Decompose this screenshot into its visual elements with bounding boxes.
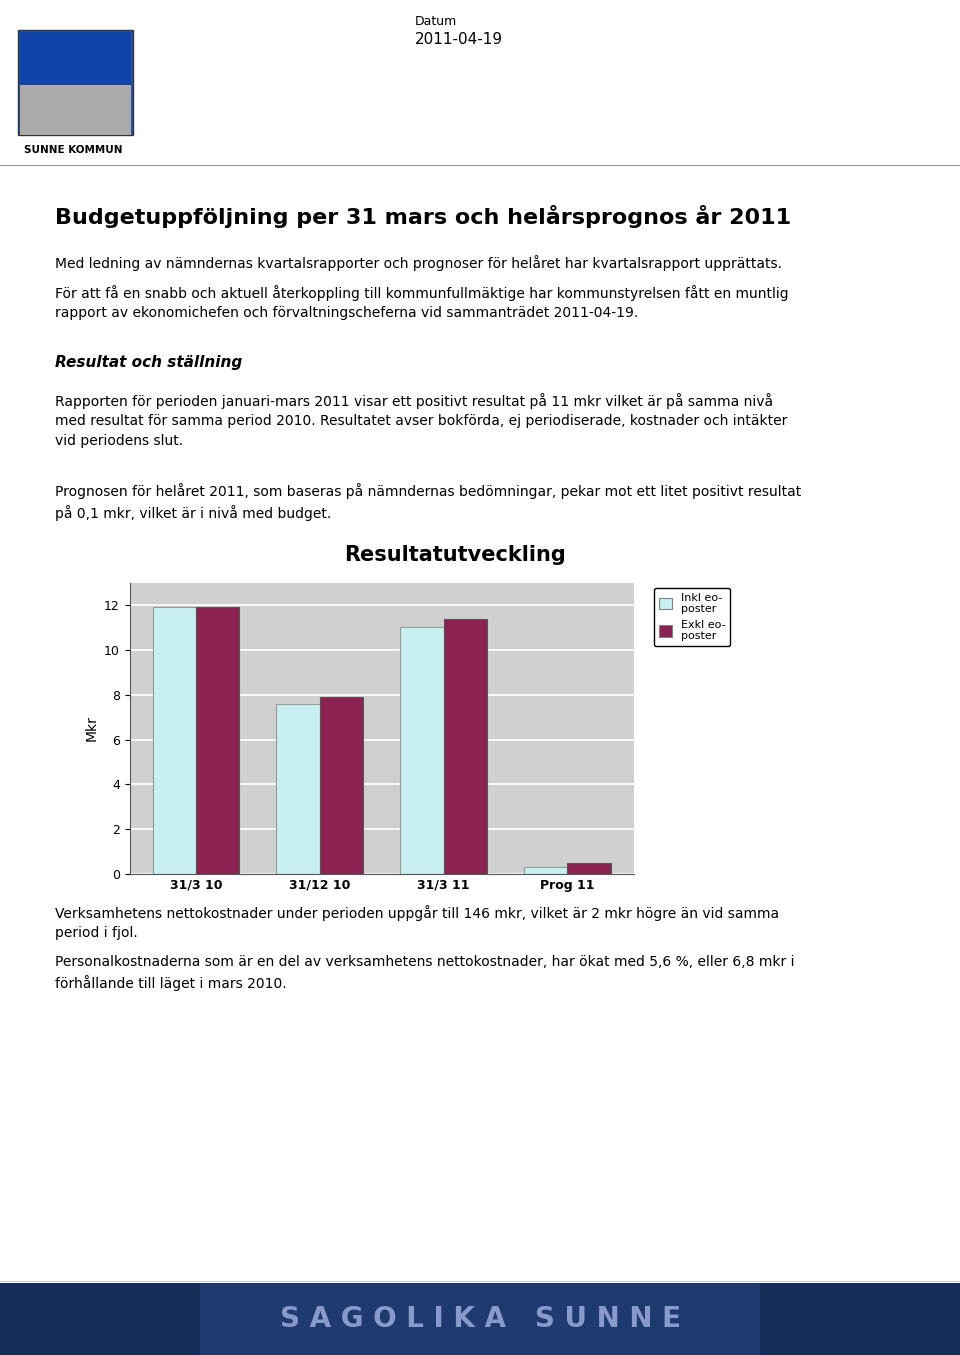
FancyBboxPatch shape bbox=[0, 1283, 960, 1355]
Text: Datum: Datum bbox=[415, 15, 457, 28]
Text: Prognosen för helåret 2011, som baseras på nämndernas bedömningar, pekar mot ett: Prognosen för helåret 2011, som baseras … bbox=[55, 482, 802, 522]
FancyBboxPatch shape bbox=[760, 1283, 960, 1355]
Bar bbox=[400, 627, 444, 874]
Text: Resultatutveckling: Resultatutveckling bbox=[344, 545, 565, 565]
Bar bbox=[153, 607, 196, 874]
Text: Budgetuppföljning per 31 mars och helårsprognos år 2011: Budgetuppföljning per 31 mars och helårs… bbox=[55, 205, 791, 228]
Text: Verksamhetens nettokostnader under perioden uppgår till 146 mkr, vilket är 2 mkr: Verksamhetens nettokostnader under perio… bbox=[55, 905, 780, 940]
FancyBboxPatch shape bbox=[20, 85, 131, 136]
Y-axis label: Mkr: Mkr bbox=[84, 715, 99, 741]
Text: Resultat och ställning: Resultat och ställning bbox=[55, 355, 242, 370]
Text: Personalkostnaderna som är en del av verksamhetens nettokostnader, har ökat med : Personalkostnaderna som är en del av ver… bbox=[55, 955, 795, 992]
Bar bbox=[196, 607, 239, 874]
FancyBboxPatch shape bbox=[20, 33, 131, 85]
FancyBboxPatch shape bbox=[0, 1283, 200, 1355]
Bar bbox=[276, 703, 320, 874]
Text: S A G O L I K A   S U N N E: S A G O L I K A S U N N E bbox=[279, 1305, 681, 1333]
Text: 2011-04-19: 2011-04-19 bbox=[415, 33, 503, 47]
Text: SUNNE KOMMUN: SUNNE KOMMUN bbox=[24, 145, 122, 154]
Legend: Inkl eo-
poster, Exkl eo-
poster: Inkl eo- poster, Exkl eo- poster bbox=[655, 588, 730, 646]
Bar bbox=[320, 696, 363, 874]
Bar bbox=[444, 618, 487, 874]
Text: Rapporten för perioden januari-mars 2011 visar ett positivt resultat på 11 mkr v: Rapporten för perioden januari-mars 2011… bbox=[55, 393, 787, 449]
Text: Med ledning av nämndernas kvartalsrapporter och prognoser för helåret har kvarta: Med ledning av nämndernas kvartalsrappor… bbox=[55, 255, 782, 271]
Text: För att få en snabb och aktuell återkoppling till kommunfullmäktige har kommunst: För att få en snabb och aktuell återkopp… bbox=[55, 285, 788, 320]
FancyBboxPatch shape bbox=[18, 30, 133, 136]
Bar bbox=[524, 867, 567, 874]
Bar bbox=[567, 863, 611, 874]
